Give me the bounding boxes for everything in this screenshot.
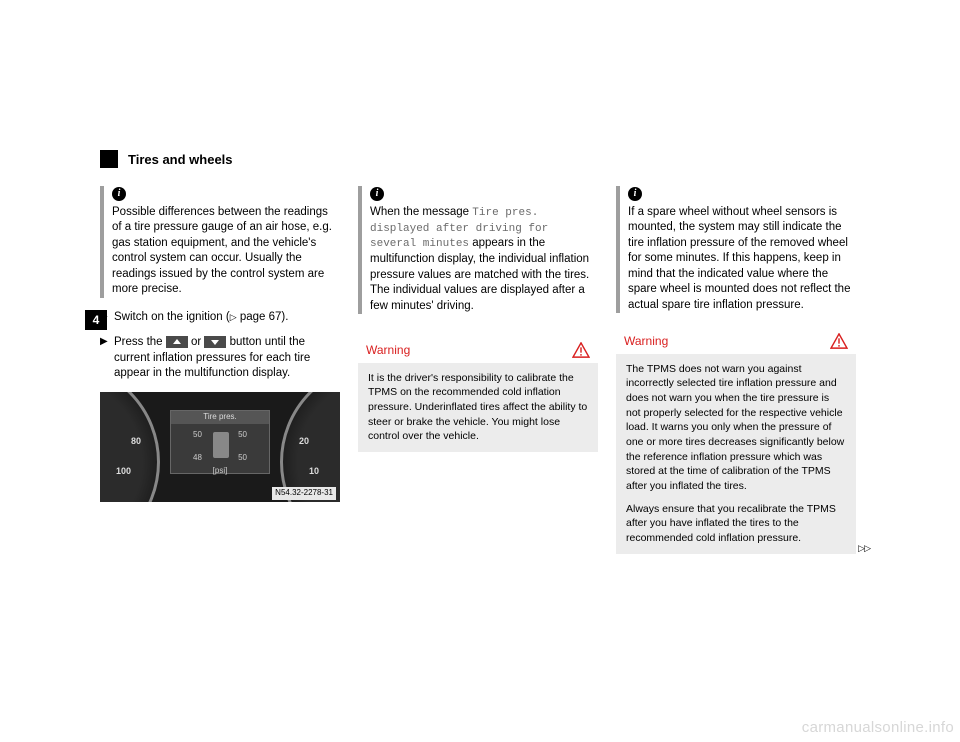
section-header: Tires and wheels — [100, 150, 860, 168]
page-content: Tires and wheels i Possible differences … — [100, 150, 860, 554]
info3-text: If a spare wheel without wheel sensors i… — [628, 205, 856, 314]
instrument-cluster-figure: 80 100 20 10 Tire pres. 50 50 48 50 — [100, 392, 340, 502]
warning-box-1: Warning It is the driver's responsibilit… — [358, 336, 598, 452]
gauge-tick: 10 — [309, 465, 319, 477]
left-gauge: 80 100 — [100, 392, 160, 502]
figure-number: N54.32-2278-31 — [272, 487, 336, 500]
continued-icon: ▷▷ — [858, 542, 870, 554]
pressure-unit: [psi] — [171, 466, 269, 477]
multifunction-display: Tire pres. 50 50 48 50 [psi] — [170, 410, 270, 474]
header-marker — [100, 150, 118, 168]
tire-fl: 50 — [193, 430, 202, 441]
info2-text-a: When the message — [370, 206, 472, 218]
car-icon — [213, 432, 229, 458]
page-ref-icon: ▷ — [230, 311, 237, 323]
column-2: i When the message Tire pres. displayed … — [358, 186, 598, 554]
step2-text-b: or — [188, 336, 205, 348]
warning-title: Warning — [624, 333, 668, 349]
column-3: i If a spare wheel without wheel sensors… — [616, 186, 856, 554]
info-icon: i — [370, 187, 384, 201]
display-title: Tire pres. — [171, 411, 269, 424]
warning-triangle-icon — [572, 342, 590, 358]
watermark: carmanualsonline.info — [802, 719, 954, 736]
gauge-tick: 20 — [299, 435, 309, 447]
step-bullet-icon: ▶ — [100, 335, 114, 382]
info-note-2: i When the message Tire pres. displayed … — [358, 186, 598, 314]
tire-rl: 48 — [193, 453, 202, 464]
section-title: Tires and wheels — [128, 152, 233, 167]
tire-fr: 50 — [238, 430, 247, 441]
warning-title: Warning — [366, 342, 410, 358]
step-2: ▶ Press the or button until the current … — [100, 335, 340, 382]
step1-text-a: Switch on the ignition ( — [114, 311, 230, 323]
warning2-p2: Always ensure that you recalibrate the T… — [626, 502, 846, 546]
down-button-icon — [204, 336, 226, 348]
gauge-tick: 80 — [131, 435, 141, 447]
gauge-tick: 100 — [116, 465, 131, 477]
warning2-p1: The TPMS does not warn you against incor… — [626, 362, 846, 494]
warning-body-text: It is the driver's responsibility to cal… — [368, 371, 588, 444]
step1-text-b: page 67). — [237, 311, 289, 323]
info-icon: i — [112, 187, 126, 201]
right-gauge: 20 10 — [280, 392, 340, 502]
tire-rr: 50 — [238, 453, 247, 464]
step-bullet-icon: ▶ — [100, 310, 114, 326]
info-text: Possible differences between the reading… — [112, 205, 340, 298]
info-note-1: i Possible differences between the readi… — [100, 186, 340, 298]
warning-box-2: Warning The TPMS does not warn you again… — [616, 327, 856, 553]
info-note-3: i If a spare wheel without wheel sensors… — [616, 186, 856, 313]
step2-text-a: Press the — [114, 336, 166, 348]
info-icon: i — [628, 187, 642, 201]
step-1: ▶ Switch on the ignition (▷ page 67). — [100, 310, 340, 326]
warning-triangle-icon — [830, 333, 848, 349]
column-1: i Possible differences between the readi… — [100, 186, 340, 554]
up-button-icon — [166, 336, 188, 348]
